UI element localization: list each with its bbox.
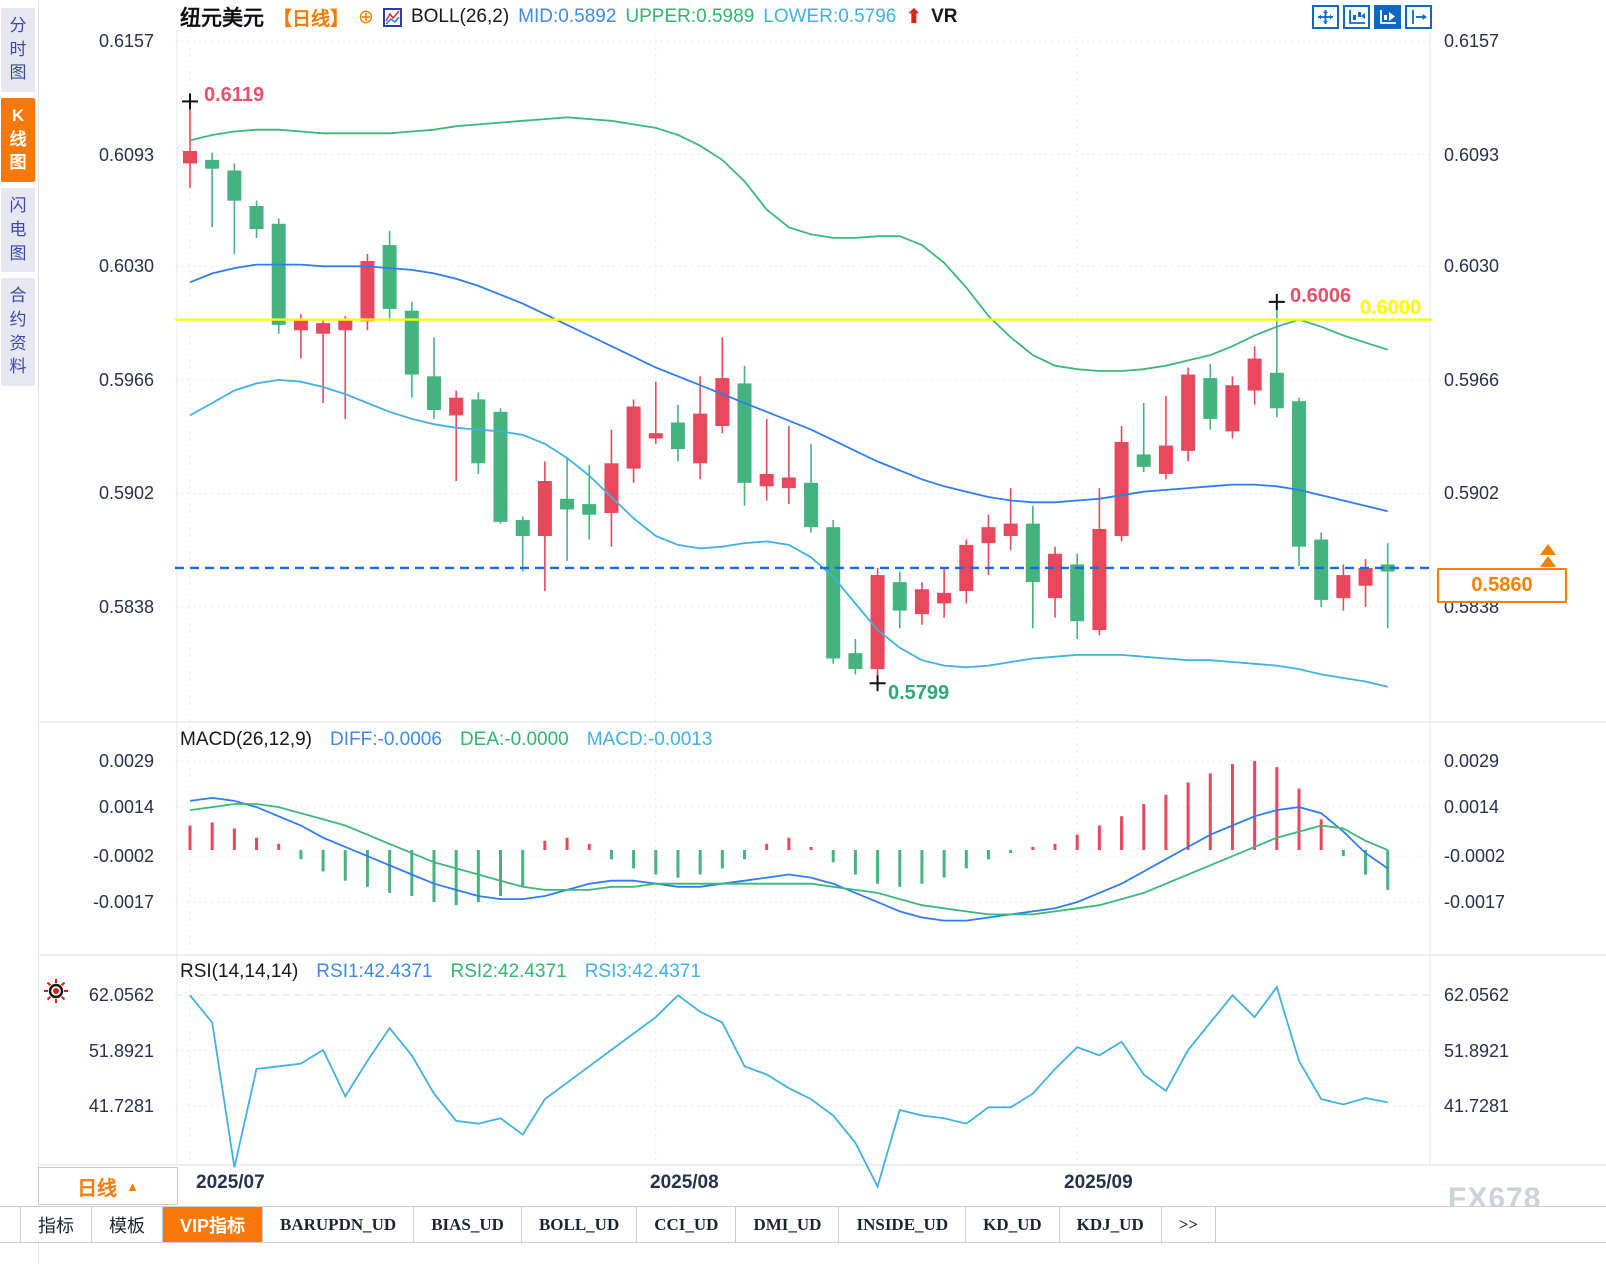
macd-axis-label-right-0.0029: 0.0029 [1444, 751, 1500, 771]
price-axis-label-right-0.5966: 0.5966 [1444, 370, 1500, 390]
price-axis-label-left-0.6157: 0.6157 [98, 31, 154, 51]
price-axis-label-left-0.6093: 0.6093 [98, 145, 154, 165]
rsi-axis-label-right-62.0562: 62.0562 [1444, 985, 1510, 1005]
zoom-out-axis-icon[interactable] [1374, 5, 1401, 29]
tab-bar-spacer [0, 1207, 21, 1242]
tab-BARUPDN_UD[interactable]: BARUPDN_UD [263, 1207, 415, 1242]
price-tag-arrow-icon [1540, 544, 1556, 555]
sidebar-item-char: K [11, 106, 25, 126]
chart-toolbar [1312, 5, 1432, 29]
tab-模板[interactable]: 模板 [92, 1207, 163, 1242]
symbol-name: 纽元美元 [180, 7, 264, 30]
sidebar-item-合约资料[interactable]: 合约资料 [1, 278, 35, 386]
alarm-icon[interactable] [42, 977, 70, 1005]
boll-mid-value: MID:0.5892 [518, 6, 617, 27]
indicator-tab-bar: 指标 模板 VIP指标 BARUPDN_UD BIAS_UD BOLL_UD CCI_UD D… [0, 1206, 1606, 1243]
rsi-title[interactable]: RSI(14,14,14) [180, 961, 299, 982]
tab->>[interactable]: >> [1162, 1207, 1217, 1242]
sidebar-item-char: 电 [9, 219, 27, 239]
annotation-yellow-line-0-6000: 0.6000 [1360, 297, 1422, 319]
zoom-in-axis-icon[interactable] [1343, 5, 1370, 29]
price-axis-label-left-0.5838: 0.5838 [98, 597, 154, 617]
triangle-up-icon: ▲ [126, 1178, 139, 1194]
sidebar-item-char: 约 [9, 309, 27, 329]
price-axis-label-left-0.6030: 0.6030 [98, 256, 154, 276]
tab-CCI_UD[interactable]: CCI_UD [637, 1207, 737, 1242]
annotation-high-0-6119: 0.6119 [204, 84, 265, 106]
rsi2-value: RSI2:42.4371 [450, 961, 567, 982]
boll-upper-value: UPPER:0.5989 [625, 6, 755, 27]
macd-axis-label-left-0.0014: 0.0014 [98, 797, 154, 817]
rsi1-value: RSI1:42.4371 [316, 961, 433, 982]
price-axis-label-left-0.5902: 0.5902 [98, 483, 154, 503]
boll-lower-value: LOWER:0.5796 [763, 6, 897, 27]
vr-up-arrow-icon: ⬆ [905, 6, 923, 28]
macd-title[interactable]: MACD(26,12,9) [180, 729, 312, 750]
price-tag-arrow-icon [1540, 556, 1556, 567]
tab-INSIDE_UD[interactable]: INSIDE_UD [839, 1207, 967, 1242]
period-tag[interactable]: 【日线】 [273, 8, 350, 30]
tab-KD_UD[interactable]: KD_UD [966, 1207, 1060, 1242]
tab-BOLL_UD[interactable]: BOLL_UD [522, 1207, 638, 1242]
macd-axis-label-right-0.0014: 0.0014 [1444, 797, 1500, 817]
rsi-axis-label-right-51.8921: 51.8921 [1444, 1041, 1510, 1061]
macd-panel-header: MACD(26,12,9) DIFF:-0.0006 DEA:-0.0000 M… [180, 729, 712, 751]
tab-VIP指标[interactable]: VIP指标 [163, 1207, 264, 1242]
mini-chart-icon [382, 7, 402, 27]
add-indicator-icon[interactable]: ⊕ [358, 6, 374, 28]
tab-指标[interactable]: 指标 [21, 1207, 92, 1242]
crosshair-move-icon[interactable] [1312, 5, 1339, 29]
boll-indicator-label[interactable]: BOLL(26,2) [410, 6, 510, 27]
rsi-axis-label-right-41.7281: 41.7281 [1444, 1096, 1510, 1116]
annotation-low-0-5799: 0.5799 [888, 682, 950, 704]
price-axis-label-left-0.5966: 0.5966 [98, 370, 154, 390]
sidebar-item-char: 分 [9, 16, 27, 35]
rsi3-value: RSI3:42.4371 [584, 961, 701, 982]
macd-axis-label-left--0.0017: -0.0017 [92, 892, 154, 912]
tab-KDJ_UD[interactable]: KDJ_UD [1060, 1207, 1162, 1242]
rsi-axis-label-left-41.7281: 41.7281 [88, 1096, 154, 1116]
annotation-high-0-6006: 0.6006 [1290, 285, 1352, 307]
sidebar-item-闪电图[interactable]: 闪电图 [1, 188, 35, 273]
sidebar-item-char: 时 [9, 39, 27, 59]
sidebar-item-char: 合 [9, 286, 27, 306]
sidebar-item-char: 图 [9, 243, 27, 263]
pan-right-icon[interactable] [1405, 5, 1432, 29]
macd-axis-label-left--0.0002: -0.0002 [92, 846, 154, 866]
chart-header: 纽元美元 【日线】 ⊕ BOLL(26,2) MID:0.5892 UPPER:… [180, 2, 958, 32]
rsi-axis-label-left-62.0562: 62.0562 [88, 985, 154, 1005]
macd-axis-label-left-0.0029: 0.0029 [98, 751, 154, 771]
tab-DMI_UD[interactable]: DMI_UD [736, 1207, 840, 1242]
sidebar-item-char: 图 [9, 63, 27, 83]
sidebar-item-char: 闪 [9, 196, 27, 216]
macd-diff-value: DIFF:-0.0006 [330, 729, 442, 750]
period-selector-button[interactable]: 日线 ▲ [38, 1167, 178, 1205]
period-selector-label: 日线 [77, 1177, 118, 1200]
sidebar-item-char: 资 [9, 333, 27, 353]
sidebar-item-分时图[interactable]: 分时图 [1, 8, 35, 93]
last-price-tag: 0.5860 [1437, 568, 1567, 603]
sidebar-item-char: 线 [9, 129, 27, 149]
sidebar-item-char: 图 [9, 153, 27, 173]
price-axis-label-right-0.6093: 0.6093 [1444, 145, 1500, 165]
x-axis-label-2025/09: 2025/09 [1064, 1172, 1133, 1193]
price-axis-label-right-0.5902: 0.5902 [1444, 483, 1500, 503]
price-axis-label-right-0.6157: 0.6157 [1444, 31, 1500, 51]
macd-axis-label-right--0.0017: -0.0017 [1444, 892, 1506, 912]
tab-BIAS_UD[interactable]: BIAS_UD [414, 1207, 522, 1242]
rsi-panel-header: RSI(14,14,14) RSI1:42.4371 RSI2:42.4371 … [180, 961, 701, 983]
vr-indicator-label[interactable]: VR [931, 6, 958, 27]
macd-macd-value: MACD:-0.0013 [586, 729, 713, 750]
macd-axis-label-right--0.0002: -0.0002 [1444, 846, 1506, 866]
x-axis-label-2025/07: 2025/07 [196, 1172, 265, 1193]
x-axis-label-2025/08: 2025/08 [650, 1172, 719, 1193]
rsi-axis-label-left-51.8921: 51.8921 [88, 1041, 154, 1061]
price-axis-label-right-0.6030: 0.6030 [1444, 256, 1500, 276]
sidebar-item-char: 料 [9, 357, 27, 377]
macd-dea-value: DEA:-0.0000 [459, 729, 569, 750]
